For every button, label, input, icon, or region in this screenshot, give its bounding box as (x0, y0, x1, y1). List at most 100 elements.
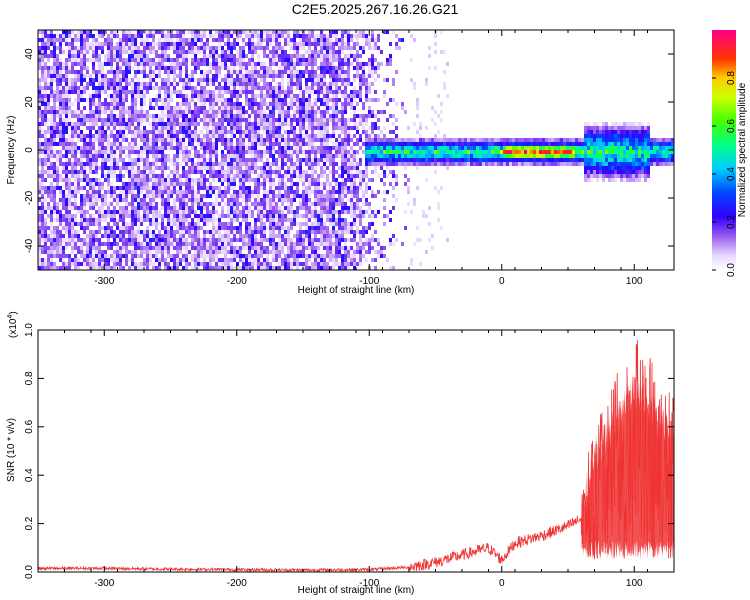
spectrogram-cell (257, 178, 260, 182)
spectrogram-cell (332, 230, 335, 234)
spectrogram-cell (281, 102, 284, 106)
spectrogram-cell (176, 34, 179, 38)
spectrogram-cell (101, 254, 104, 258)
spectrogram-cell (314, 90, 317, 94)
spectrogram-cell (188, 130, 191, 134)
spectrogram-cell (47, 262, 50, 266)
spectrogram-cell (101, 78, 104, 82)
spectrogram-cell (290, 254, 293, 258)
spectrogram-cell (95, 122, 98, 126)
spectrogram-cell (260, 170, 263, 174)
spectrogram-cell (323, 182, 326, 186)
spectrogram-cell (77, 262, 80, 266)
spectrogram-cell (101, 170, 104, 174)
spectrogram-cell (77, 138, 80, 142)
spectrogram-cell (92, 150, 95, 154)
spectrogram-cell (194, 150, 197, 154)
spectrogram-cell (218, 218, 221, 222)
spectrogram-cell (287, 78, 290, 82)
spectrogram-cell (302, 190, 305, 194)
spectrogram-cell (323, 238, 326, 242)
spectrogram-cell (251, 190, 254, 194)
spectrogram-cell (251, 266, 254, 270)
spectrogram-cell (311, 174, 314, 178)
spectrogram-cell (41, 198, 44, 202)
spectrogram-cell (299, 78, 302, 82)
spectrogram-cell (308, 126, 311, 130)
spectrogram-cell (98, 94, 101, 98)
spectrogram-cell (242, 242, 245, 246)
spectrogram-cell (212, 166, 215, 170)
spectrogram-cell (77, 58, 80, 62)
spectrogram-cell (116, 146, 119, 150)
spectrogram-cell (266, 30, 269, 34)
spectrogram-cell (122, 210, 125, 214)
spectrogram-cell (104, 262, 107, 266)
spectrogram-cell (275, 42, 278, 46)
spectrogram-cell (107, 178, 110, 182)
spectrogram-cell (260, 230, 263, 234)
spectrogram-cell (164, 198, 167, 202)
spectrogram-cell (329, 138, 332, 142)
spectrogram-cell (65, 138, 68, 142)
spectrogram-cell (77, 158, 80, 162)
spectrogram-cell (281, 98, 284, 102)
spectrogram-cell (245, 218, 248, 222)
spectrogram-cell (224, 230, 227, 234)
spectrogram-cell (101, 218, 104, 222)
spectrogram-cell (71, 258, 74, 262)
spectrogram-cell (113, 214, 116, 218)
spectrogram-cell (92, 146, 95, 150)
spectrogram-cell (170, 38, 173, 42)
spectrogram-cell (38, 130, 41, 134)
spectrogram-cell (38, 210, 41, 214)
spectrogram-cell (212, 146, 215, 150)
spectrogram-cell (68, 42, 71, 46)
spectrogram-cell (248, 126, 251, 130)
spectrogram-cell (173, 130, 176, 134)
spectrogram-cell (131, 106, 134, 110)
spectrogram-cell (329, 54, 332, 58)
spectrogram-cell (245, 62, 248, 66)
spectrogram-cell (98, 214, 101, 218)
spectrogram-cell (92, 218, 95, 222)
spectrogram-cell (227, 158, 230, 162)
spectrogram-cell (170, 142, 173, 146)
spectrogram-cell (158, 186, 161, 190)
spectrogram-cell (233, 58, 236, 62)
spectrogram-cell (185, 66, 188, 70)
spectrogram-cell (299, 70, 302, 74)
spectrogram-cell (329, 238, 332, 242)
spectrogram-cell (182, 234, 185, 238)
spectrogram-cell (227, 222, 230, 226)
spectrogram-cell (77, 102, 80, 106)
spectrogram-cell (104, 30, 107, 34)
spectrogram-cell (119, 126, 122, 130)
spectrogram-cell (173, 66, 176, 70)
spectrogram-cell (206, 98, 209, 102)
spectrogram-cell (83, 58, 86, 62)
spectrogram-cell (119, 194, 122, 198)
spectrogram-cell (224, 66, 227, 70)
spectrogram-cell (83, 238, 86, 242)
spectrogram-cell (194, 62, 197, 66)
spectrogram-cell (233, 42, 236, 46)
spectrogram-cell (137, 82, 140, 86)
spectrogram-cell (266, 66, 269, 70)
spectrogram-cell (89, 254, 92, 258)
spectrogram-cell (212, 170, 215, 174)
spectrogram-cell (56, 254, 59, 258)
spectrogram-cell (83, 42, 86, 46)
spectrogram-cell (239, 54, 242, 58)
spectrogram-cell (260, 242, 263, 246)
spectrogram-cell (92, 194, 95, 198)
spectrogram-cell (185, 74, 188, 78)
spectrogram-cell (140, 114, 143, 118)
spectrogram-cell (179, 230, 182, 234)
spectrogram-cell (98, 62, 101, 66)
spectrogram-cell (131, 170, 134, 174)
spectrogram-cell (95, 178, 98, 182)
spectrogram-cell (95, 150, 98, 154)
spectrogram-cell (269, 42, 272, 46)
spectrogram-cell (53, 142, 56, 146)
